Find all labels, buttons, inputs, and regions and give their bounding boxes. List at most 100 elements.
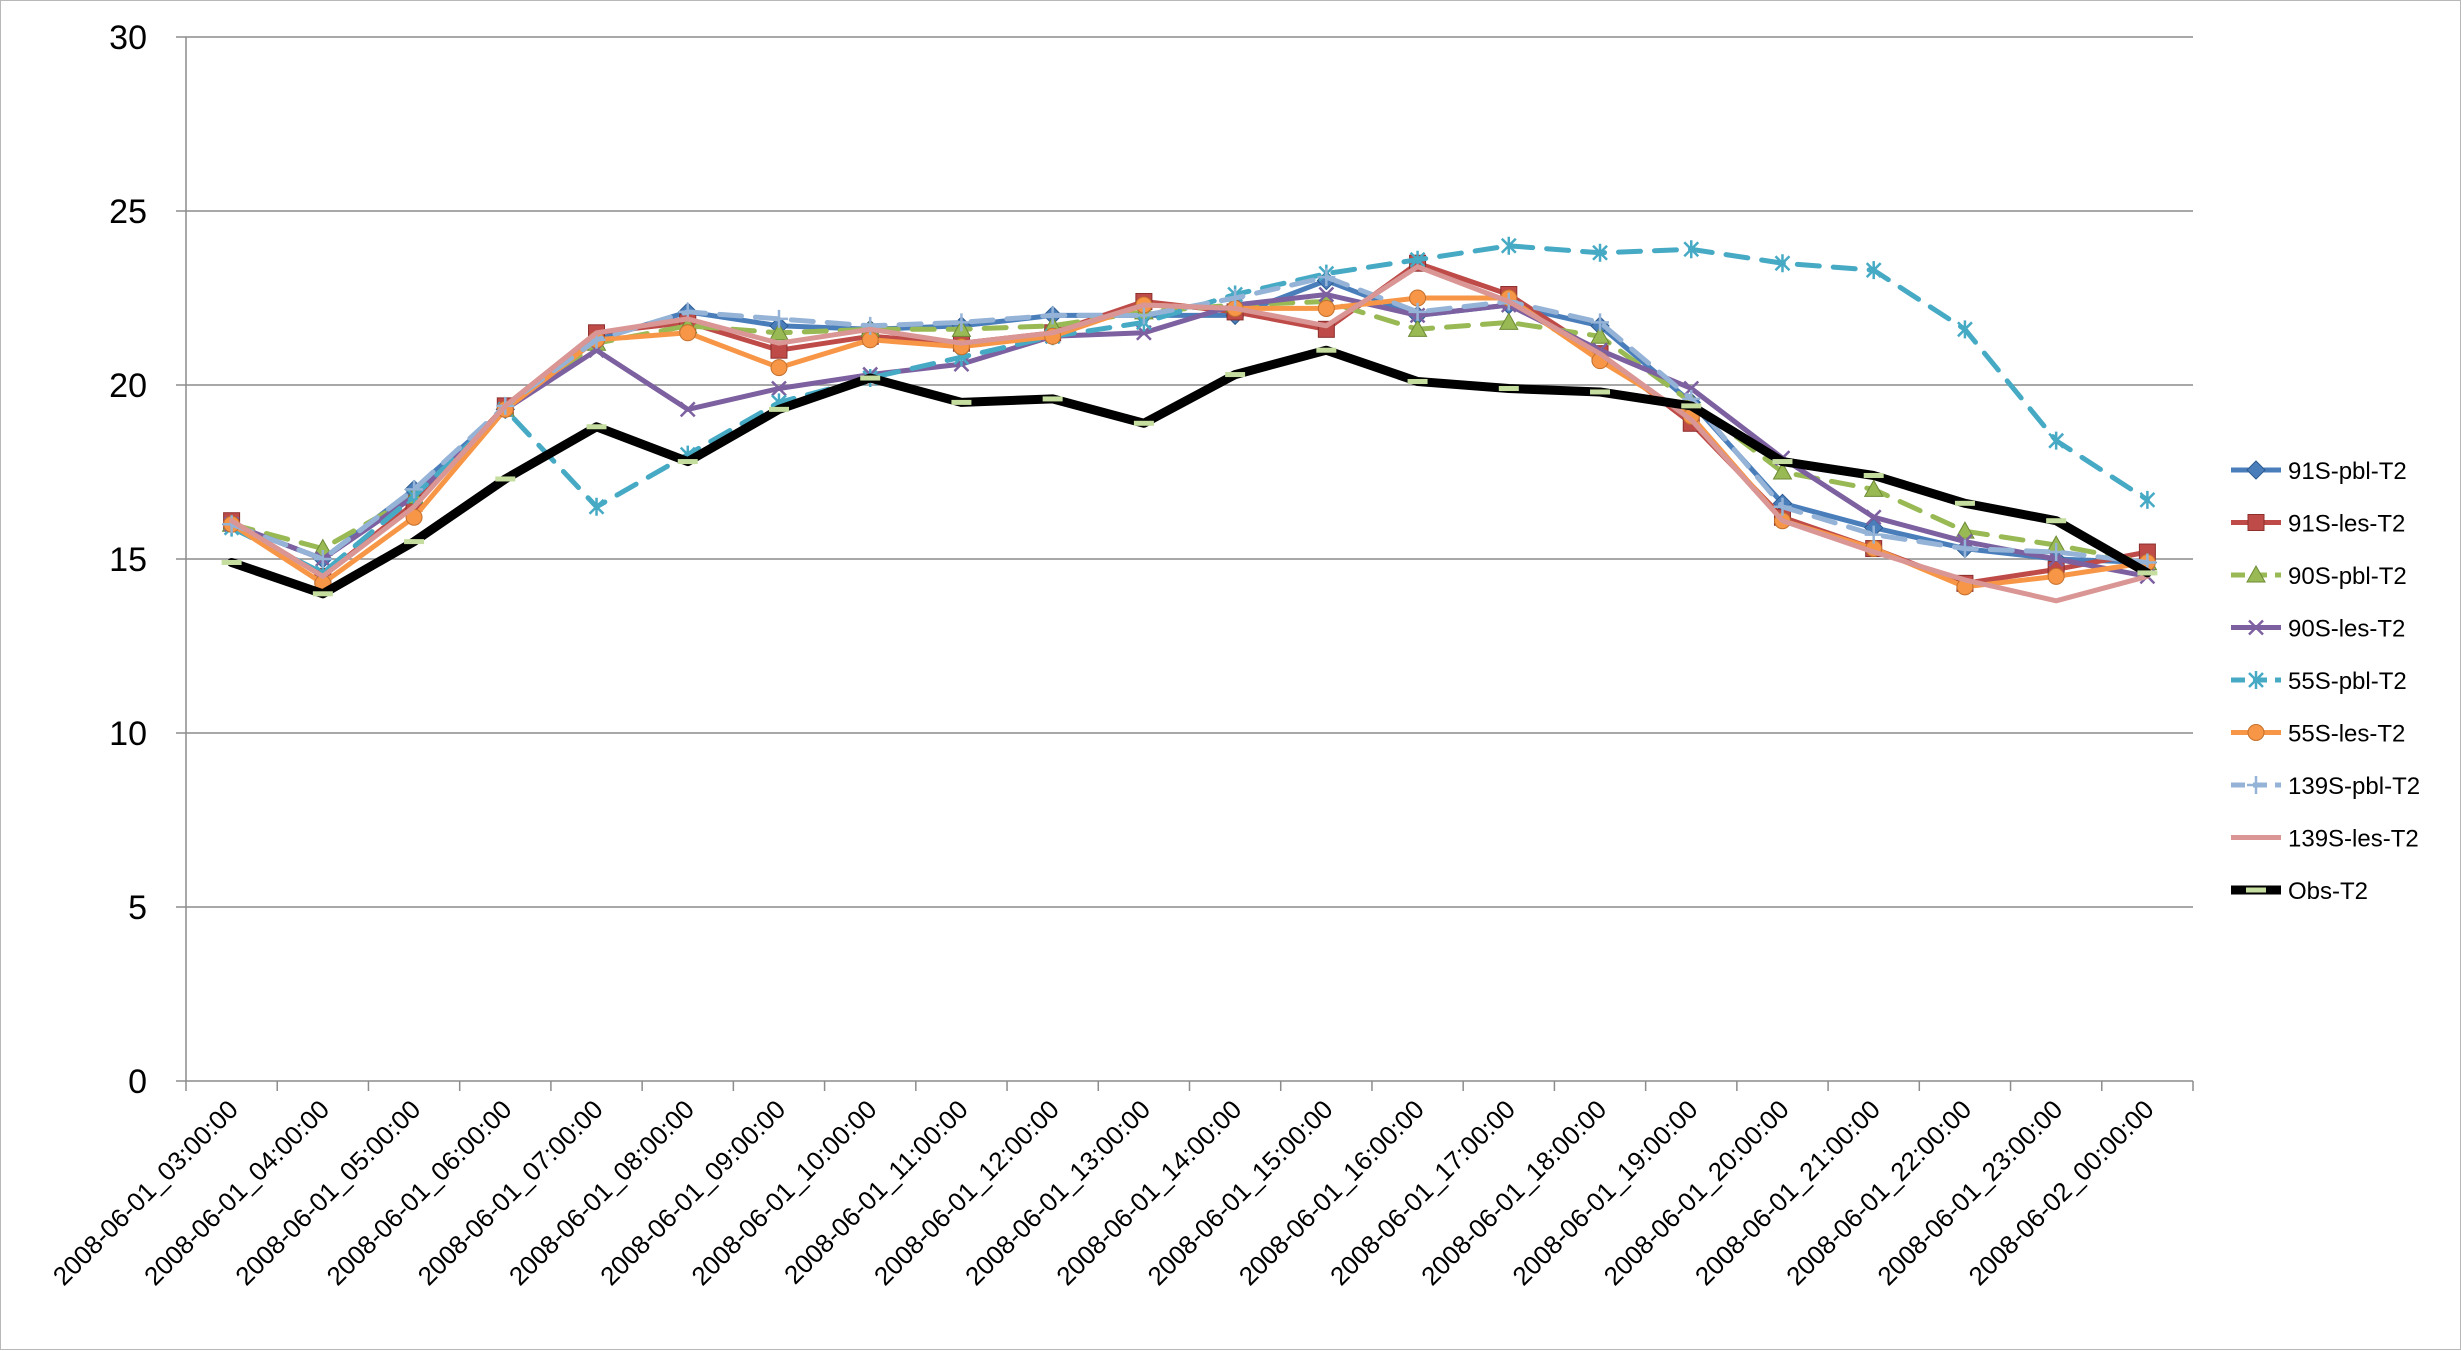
data-point — [679, 324, 697, 342]
legend-marker — [2247, 724, 2265, 741]
x-tick-label: 2008-06-02_00:00:00 — [1963, 1094, 2160, 1291]
legend-label: 139S-pbl-T2 — [2288, 773, 2420, 800]
data-point — [1681, 403, 1702, 409]
series-line — [227, 345, 2152, 599]
legend-label: 90S-pbl-T2 — [2288, 563, 2407, 590]
y-axis-tick-labels: 0 5 10 15 20 25 30 — [109, 19, 147, 1101]
data-point — [2137, 570, 2158, 576]
legend-item: 55S-pbl-T2 — [2231, 668, 2407, 695]
data-point — [1408, 302, 1427, 321]
data-point — [951, 399, 972, 405]
data-point — [588, 497, 605, 516]
legend-label: 91S-pbl-T2 — [2288, 458, 2407, 485]
data-point — [2047, 543, 2066, 562]
data-point — [1133, 420, 1154, 426]
data-point — [1591, 313, 1610, 332]
series-line — [229, 243, 2150, 576]
legend-label: 91S-les-T2 — [2288, 511, 2405, 538]
data-point — [1407, 379, 1428, 385]
legend-item: 91S-les-T2 — [2231, 511, 2405, 538]
data-point — [2047, 567, 2065, 585]
data-point — [1318, 286, 1335, 303]
data-point — [1226, 289, 1245, 307]
y-tick-label: 15 — [109, 541, 147, 579]
data-point — [1042, 396, 1063, 402]
data-point — [1957, 320, 1973, 339]
data-point — [1498, 385, 1519, 391]
legend-marker — [2246, 564, 2266, 583]
y-tick-label: 10 — [109, 715, 147, 753]
data-point — [1772, 461, 1793, 480]
data-point — [1865, 261, 1882, 280]
data-point — [861, 316, 880, 335]
data-point — [495, 476, 516, 482]
data-point — [1316, 347, 1337, 353]
data-point — [1590, 389, 1611, 395]
y-tick-label: 5 — [128, 889, 147, 927]
data-point — [1134, 306, 1153, 325]
legend-item: 91S-pbl-T2 — [2231, 458, 2407, 485]
legend-marker — [2246, 887, 2266, 893]
legend-marker — [2247, 776, 2265, 794]
legend-label: 139S-les-T2 — [2288, 826, 2419, 853]
data-point — [769, 309, 788, 328]
data-point — [768, 406, 789, 412]
data-point — [952, 313, 971, 332]
data-point — [1865, 509, 1882, 526]
legend-item: 139S-les-T2 — [2231, 826, 2419, 853]
legend-item: 139S-pbl-T2 — [2231, 773, 2420, 800]
data-point — [1774, 254, 1791, 273]
legend-item: 55S-les-T2 — [2231, 721, 2405, 748]
data-point — [1864, 525, 1883, 544]
legend-label: 55S-les-T2 — [2288, 721, 2405, 748]
y-tick-label: 0 — [128, 1063, 147, 1101]
data-point — [1863, 479, 1884, 497]
data-point — [1500, 236, 1517, 255]
series-line — [229, 295, 2150, 590]
series-139S-les-T2 — [229, 264, 2150, 604]
data-point — [1955, 539, 1974, 558]
data-point — [404, 539, 425, 545]
data-point — [405, 480, 424, 499]
y-tick-label: 25 — [109, 193, 147, 231]
legend-marker — [2247, 514, 2265, 531]
data-point — [1954, 500, 1975, 506]
legend-marker — [2248, 671, 2264, 689]
data-point — [1773, 497, 1792, 516]
series-90S-les-T2 — [223, 286, 2156, 585]
data-point — [1683, 240, 1700, 259]
data-point — [1863, 472, 1884, 478]
legend-marker — [2246, 460, 2266, 480]
data-point — [770, 359, 788, 377]
data-point — [679, 401, 696, 418]
data-point — [771, 380, 787, 397]
gridlines — [186, 36, 2193, 908]
data-point — [2139, 490, 2156, 509]
data-point — [1317, 299, 1335, 317]
legend-item: 90S-pbl-T2 — [2231, 563, 2407, 590]
data-point — [677, 459, 698, 465]
data-point — [2046, 518, 2067, 524]
legend-label: Obs-T2 — [2288, 878, 2368, 905]
data-point — [1043, 306, 1062, 325]
data-point — [313, 550, 332, 568]
data-point — [1592, 243, 1608, 262]
data-point — [2048, 431, 2065, 450]
legend-label: 90S-les-T2 — [2288, 616, 2405, 643]
data-point — [860, 375, 881, 381]
series-line — [229, 264, 2150, 604]
series-Obs-T2 — [221, 345, 2158, 599]
data-point — [1225, 372, 1246, 378]
data-point — [1317, 268, 1336, 287]
axes — [176, 36, 2194, 1091]
x-axis-tick-labels: 2008-06-01_03:00:002008-06-01_04:00:0020… — [47, 1094, 2160, 1291]
legend: 91S-pbl-T2 91S-les-T2 90S-pbl-T2 90S-les-T2… — [2231, 458, 2420, 905]
data-point — [586, 424, 607, 430]
data-point — [312, 591, 333, 597]
data-point — [1498, 312, 1519, 330]
legend-marker — [2248, 619, 2264, 636]
y-tick-label: 30 — [109, 19, 147, 57]
data-point — [1407, 319, 1428, 337]
